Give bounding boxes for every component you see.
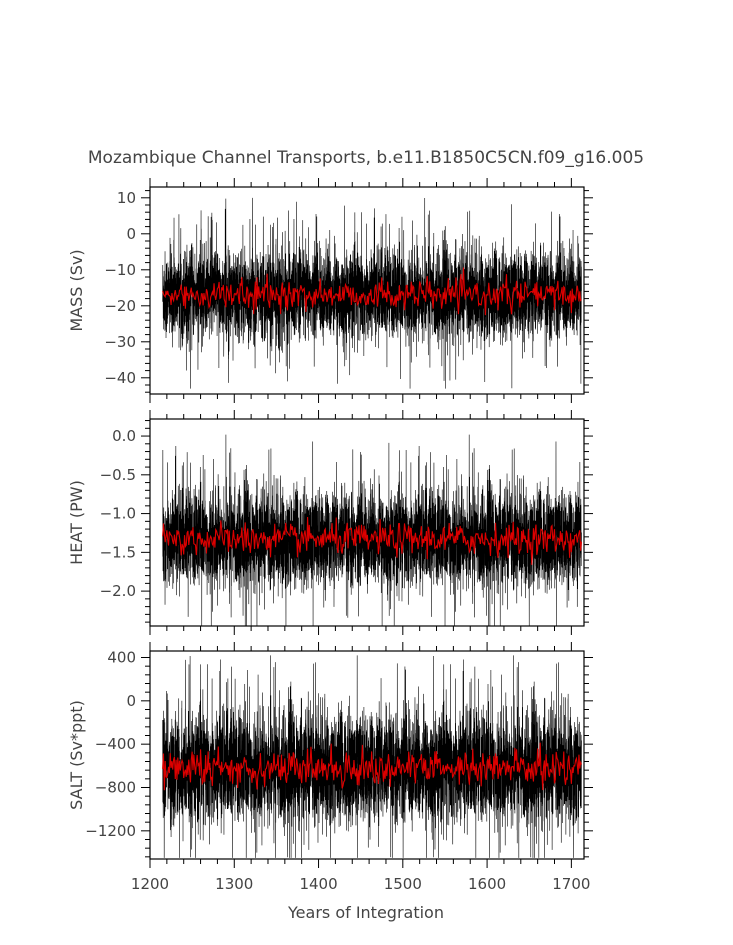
x-tick-label: 1600	[468, 875, 506, 893]
y-tick-label: 400	[107, 649, 136, 667]
panel-salt: 400 0 −400 −800 −1200 SALT (Sv*ppt)	[67, 642, 593, 868]
x-tick-label: 1400	[299, 875, 337, 893]
y-tick-label: 0.0	[112, 427, 136, 445]
y-tick-label: −1.0	[100, 505, 136, 523]
y-axis-label-salt: SALT (Sv*ppt)	[67, 700, 86, 810]
y-tick-label: 10	[117, 189, 136, 207]
y-tick-label: −0.5	[100, 466, 136, 484]
x-axis-label: Years of Integration	[287, 903, 444, 922]
y-tick-label: −1.5	[100, 543, 136, 561]
x-tick-label: 1200	[131, 875, 169, 893]
plot-frame-mass	[149, 186, 585, 395]
y-tick-label: −30	[104, 333, 136, 351]
y-axis-label-heat: HEAT (PW)	[67, 480, 86, 565]
panel-heat: 0.0 −0.5 −1.0 −1.5 −2.0 HEAT (PW)	[67, 410, 593, 635]
y-axis-label-mass: MASS (Sv)	[67, 249, 86, 331]
y-tick-label: −20	[104, 297, 136, 315]
plot-frame-salt	[149, 650, 585, 860]
series-annual-salt	[162, 742, 582, 791]
x-tick-labels: 1200 1300 1400 1500 1600 1700	[131, 875, 591, 893]
x-tick-label: 1500	[384, 875, 422, 893]
series-monthly-heat	[162, 434, 582, 626]
y-tick-label: −2.0	[100, 582, 136, 600]
y-tick-label: −40	[104, 369, 136, 387]
panel-mass: 10 0 −10 −20 −30 −40 MASS (Sv)	[67, 178, 593, 403]
y-tick-label: 0	[126, 692, 136, 710]
series-monthly-salt	[162, 655, 582, 858]
chart-title: Mozambique Channel Transports, b.e11.B18…	[88, 148, 644, 168]
x-tick-label: 1300	[215, 875, 253, 893]
series-monthly-mass	[162, 197, 582, 389]
series-annual-heat	[162, 516, 583, 565]
x-tick-label: 1700	[552, 875, 590, 893]
plot-frame-heat	[149, 418, 585, 627]
series-annual-mass	[162, 267, 582, 316]
y-tick-label: −1200	[85, 822, 136, 840]
y-tick-label: −10	[104, 261, 136, 279]
y-tick-label: 0	[126, 225, 136, 243]
y-tick-label: −400	[95, 735, 136, 753]
y-tick-label: −800	[95, 779, 136, 797]
